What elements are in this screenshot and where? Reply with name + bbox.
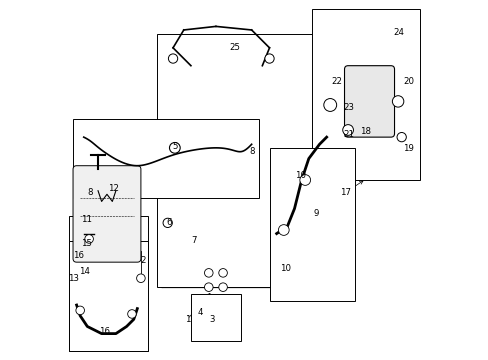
Text: 14: 14 xyxy=(79,267,90,276)
Bar xyxy=(157,33,319,287)
Text: 22: 22 xyxy=(330,77,342,86)
Circle shape xyxy=(391,96,403,107)
Text: 4: 4 xyxy=(197,308,203,317)
Circle shape xyxy=(278,225,288,235)
Circle shape xyxy=(218,283,227,292)
Text: 7: 7 xyxy=(191,236,197,245)
Text: 10: 10 xyxy=(294,171,305,180)
Text: 20: 20 xyxy=(403,77,413,86)
Text: 15: 15 xyxy=(81,239,92,248)
Text: 10: 10 xyxy=(280,264,291,273)
Circle shape xyxy=(76,306,84,315)
Circle shape xyxy=(323,99,336,111)
Circle shape xyxy=(299,175,310,185)
Text: 2: 2 xyxy=(140,256,145,265)
Circle shape xyxy=(218,269,227,277)
Bar xyxy=(190,294,241,341)
Bar xyxy=(269,148,354,301)
Circle shape xyxy=(84,235,93,243)
Text: 1: 1 xyxy=(184,315,190,324)
Circle shape xyxy=(342,125,353,135)
Text: 18: 18 xyxy=(359,127,370,136)
Circle shape xyxy=(127,310,136,318)
Circle shape xyxy=(204,283,213,292)
Circle shape xyxy=(396,132,406,142)
Bar xyxy=(312,9,419,180)
FancyBboxPatch shape xyxy=(73,166,141,262)
Circle shape xyxy=(136,274,145,283)
Bar xyxy=(162,44,315,287)
Text: 21: 21 xyxy=(343,130,354,139)
Text: 8: 8 xyxy=(87,188,93,197)
Bar xyxy=(69,216,148,351)
Text: 16: 16 xyxy=(73,251,84,260)
Circle shape xyxy=(169,143,180,153)
Bar xyxy=(73,119,258,198)
Text: 16: 16 xyxy=(99,327,110,336)
Circle shape xyxy=(264,54,274,63)
Text: 13: 13 xyxy=(68,274,79,283)
Text: 6: 6 xyxy=(166,219,172,228)
Text: 8: 8 xyxy=(248,147,254,156)
Text: 19: 19 xyxy=(403,144,413,153)
Text: 5: 5 xyxy=(172,141,177,150)
Text: 3: 3 xyxy=(209,315,215,324)
Circle shape xyxy=(163,218,172,228)
Text: 9: 9 xyxy=(313,210,318,219)
Text: 12: 12 xyxy=(107,184,118,193)
Circle shape xyxy=(204,269,213,277)
Text: 11: 11 xyxy=(81,215,92,224)
Text: 17: 17 xyxy=(339,188,350,197)
Circle shape xyxy=(168,54,177,63)
Bar xyxy=(71,262,103,309)
Text: 23: 23 xyxy=(342,103,353,112)
Text: 25: 25 xyxy=(229,42,240,51)
FancyBboxPatch shape xyxy=(344,66,394,137)
Bar xyxy=(69,241,148,351)
Text: 24: 24 xyxy=(393,28,404,37)
